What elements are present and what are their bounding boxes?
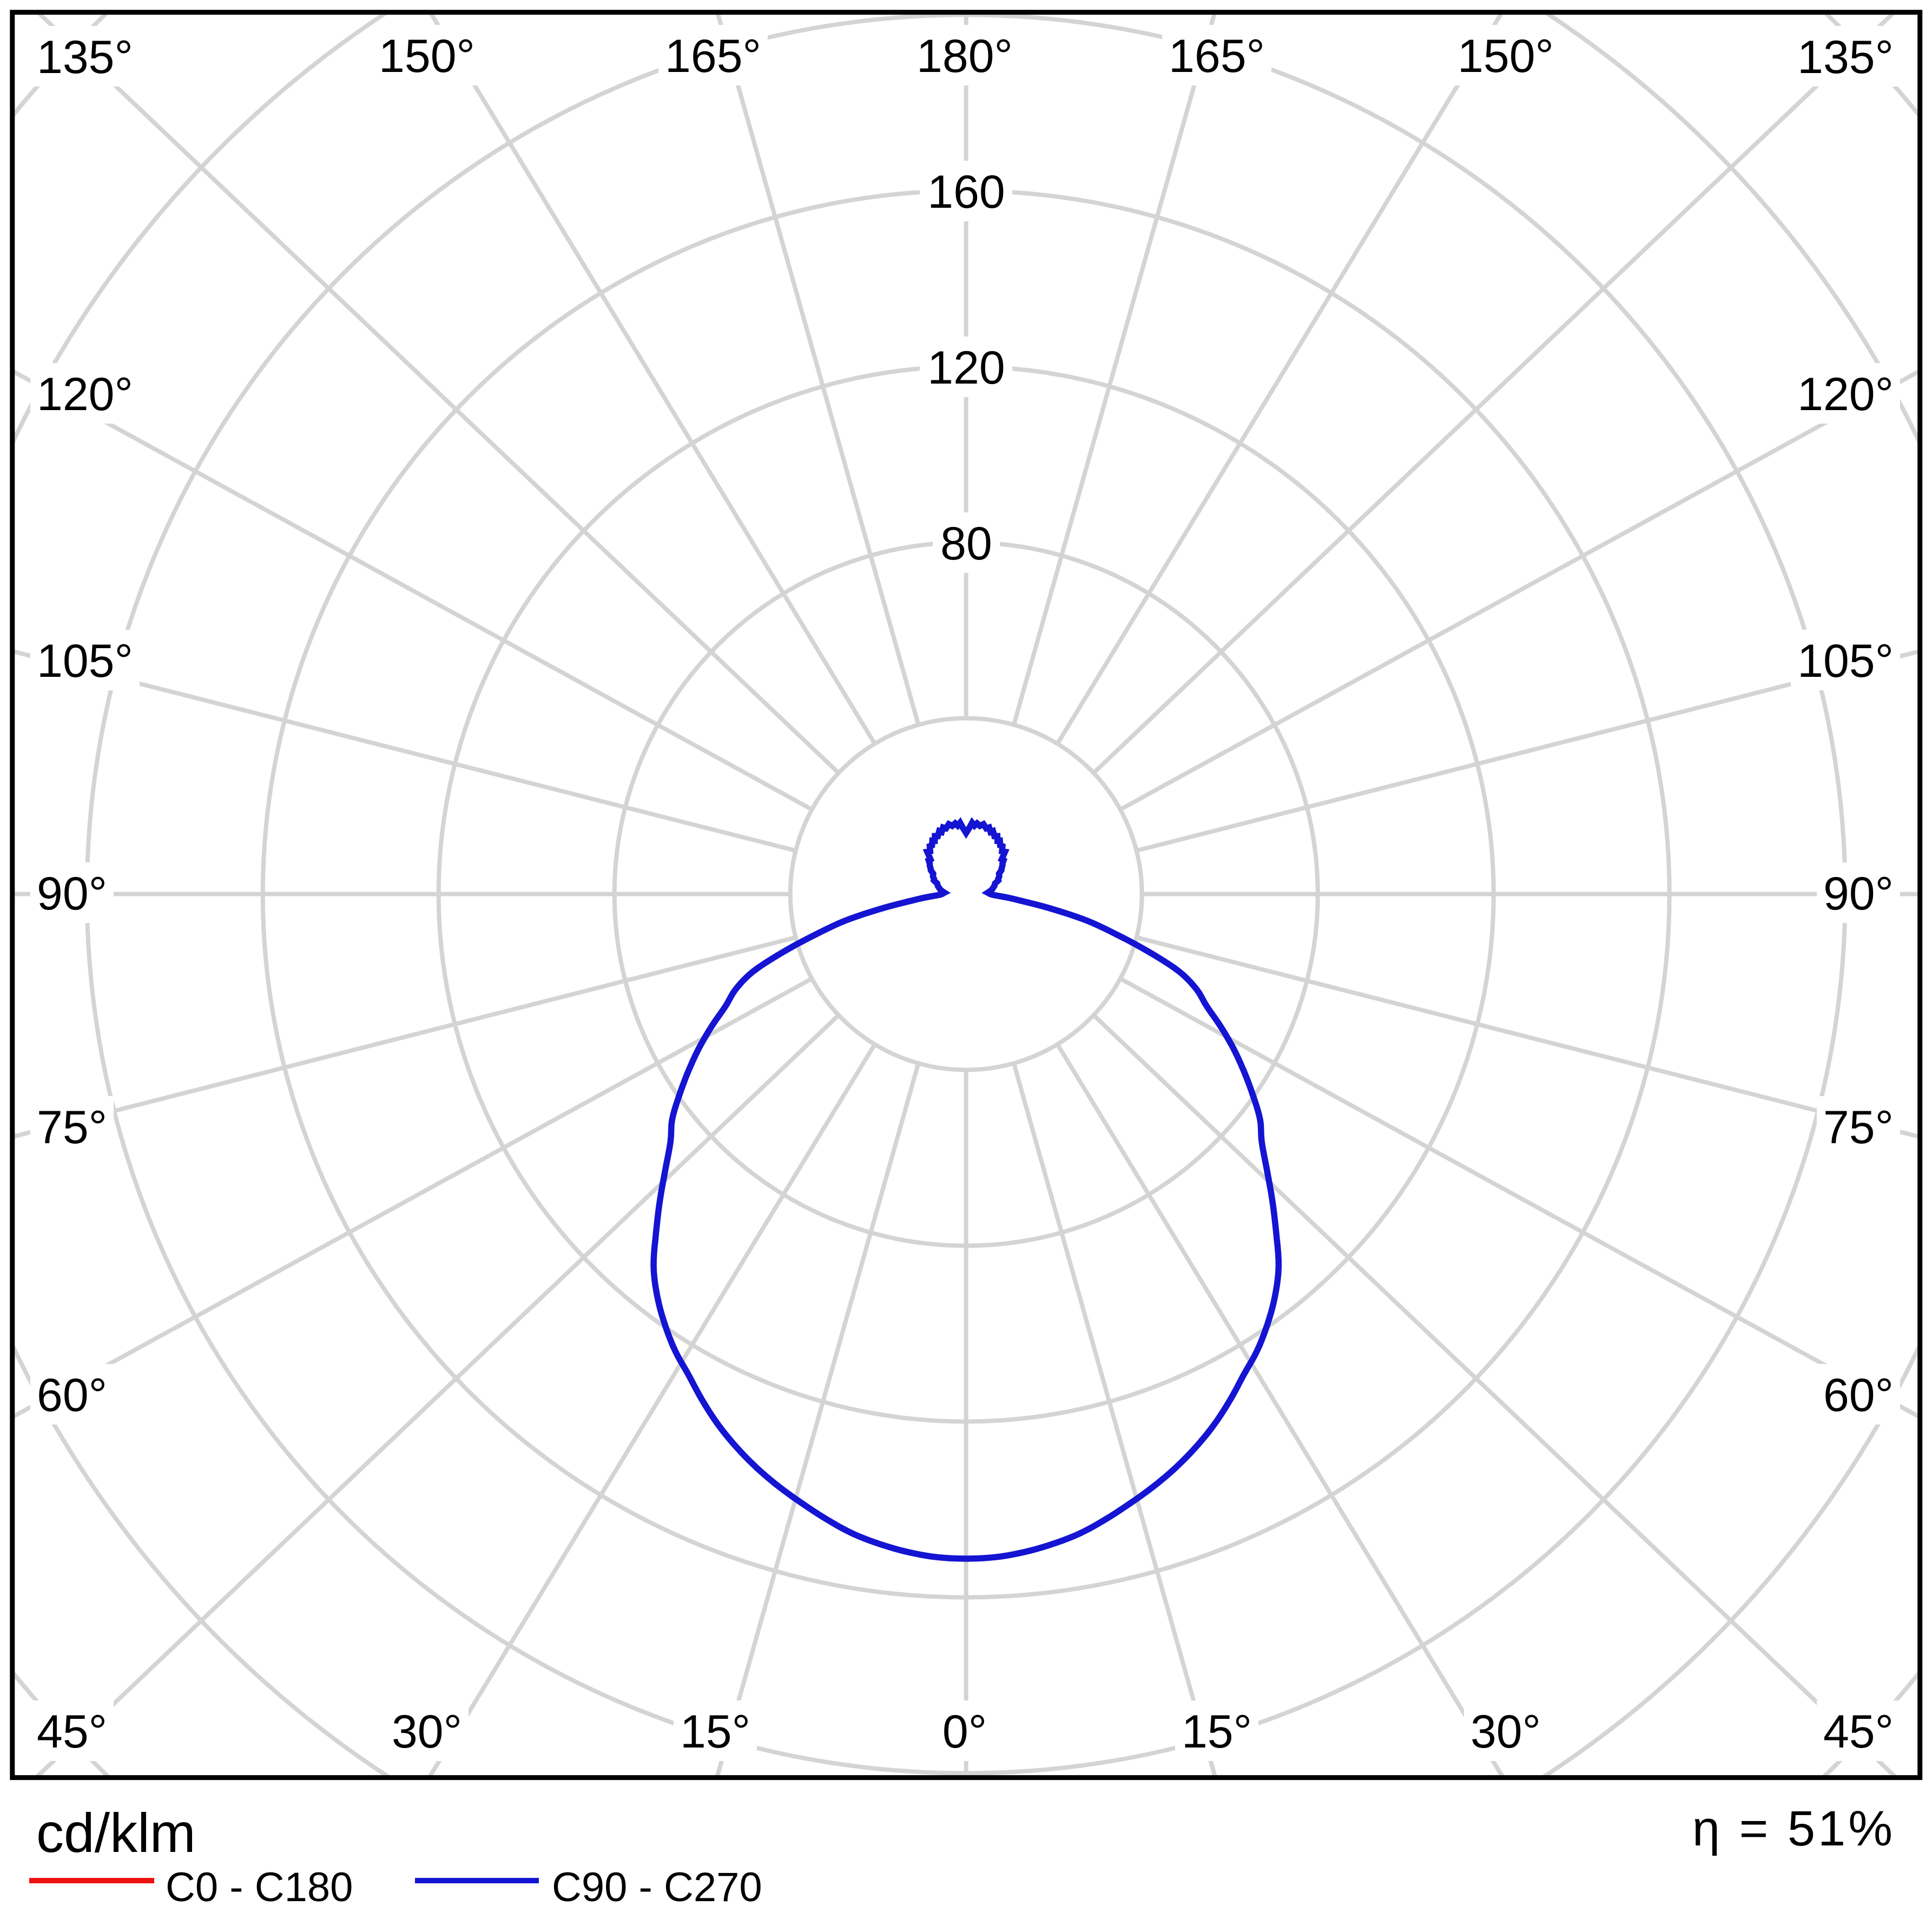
svg-text:105°: 105° xyxy=(1797,635,1894,687)
svg-text:135°: 135° xyxy=(37,31,133,83)
svg-text:120: 120 xyxy=(927,342,1005,394)
svg-text:30°: 30° xyxy=(392,1706,462,1758)
svg-text:150°: 150° xyxy=(379,30,475,82)
svg-text:135°: 135° xyxy=(1797,31,1894,83)
svg-text:80: 80 xyxy=(940,518,992,570)
svg-text:30°: 30° xyxy=(1471,1706,1541,1758)
svg-text:η = 51%: η = 51% xyxy=(1692,1801,1895,1856)
svg-text:15°: 15° xyxy=(1182,1706,1252,1758)
svg-text:60°: 60° xyxy=(1823,1369,1894,1421)
svg-text:0°: 0° xyxy=(942,1706,987,1758)
svg-text:120°: 120° xyxy=(37,368,133,420)
svg-text:180°: 180° xyxy=(916,30,1013,82)
svg-text:C0 - C180: C0 - C180 xyxy=(166,1864,353,1910)
svg-text:120°: 120° xyxy=(1797,368,1894,420)
svg-text:105°: 105° xyxy=(37,635,133,687)
svg-text:45°: 45° xyxy=(37,1706,107,1758)
svg-text:45°: 45° xyxy=(1823,1706,1894,1758)
svg-text:90°: 90° xyxy=(37,868,107,920)
svg-text:90°: 90° xyxy=(1823,868,1894,920)
svg-text:150°: 150° xyxy=(1458,30,1554,82)
svg-text:C90 - C270: C90 - C270 xyxy=(552,1864,762,1910)
svg-text:165°: 165° xyxy=(665,30,761,82)
svg-text:160: 160 xyxy=(927,166,1005,218)
svg-text:75°: 75° xyxy=(37,1102,107,1153)
svg-text:15°: 15° xyxy=(680,1706,750,1758)
svg-text:165°: 165° xyxy=(1169,30,1265,82)
svg-text:75°: 75° xyxy=(1823,1102,1894,1153)
svg-text:60°: 60° xyxy=(37,1369,107,1421)
svg-text:cd/klm: cd/klm xyxy=(36,1802,196,1864)
